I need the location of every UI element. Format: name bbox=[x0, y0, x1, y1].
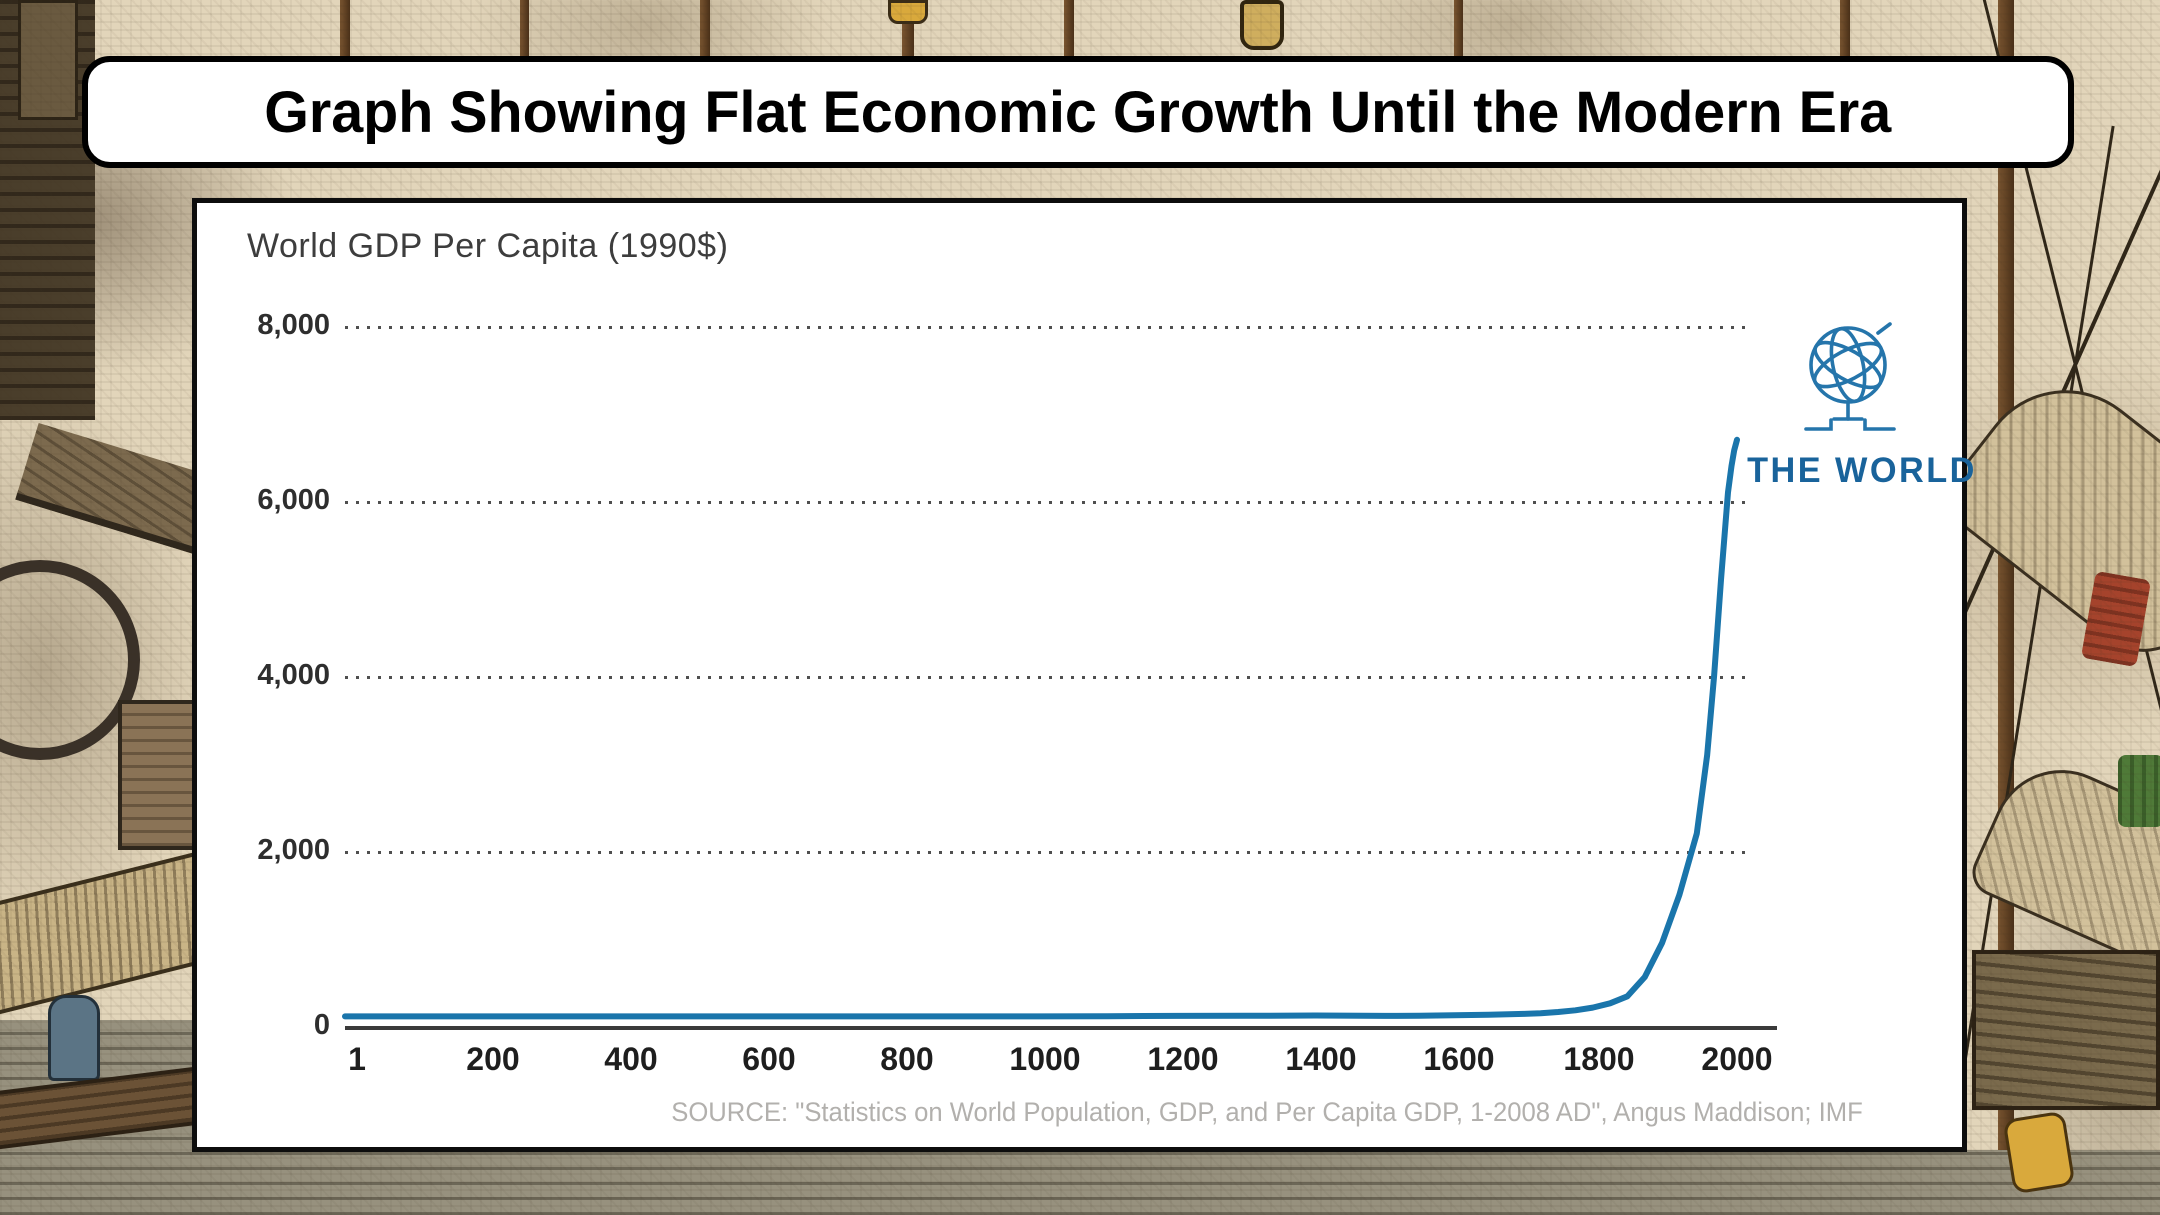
bg-yellow-figure bbox=[2002, 1110, 2076, 1195]
chart-title: World GDP Per Capita (1990$) bbox=[247, 227, 729, 265]
bg-mast bbox=[1454, 0, 1463, 56]
x-tick-label: 1000 bbox=[1009, 1041, 1081, 1077]
gdp-curve bbox=[342, 436, 1740, 1020]
x-tick-label: 200 bbox=[466, 1041, 520, 1077]
bg-crows-nest bbox=[888, 0, 928, 24]
bg-mast bbox=[1064, 0, 1074, 56]
gridline-8000 bbox=[345, 326, 1745, 329]
bg-green-patch bbox=[2118, 755, 2160, 827]
plot-area: World GDP Per Capita (1990$) 8,000 6,000… bbox=[197, 203, 1977, 1147]
x-tick-label: 600 bbox=[742, 1041, 796, 1077]
y-tick-label: 0 bbox=[313, 1008, 330, 1041]
bg-ship-hull-right bbox=[1972, 950, 2160, 1110]
y-tick-label: 4,000 bbox=[257, 658, 330, 691]
x-axis-line bbox=[345, 1026, 1777, 1030]
gridline-6000 bbox=[345, 501, 1745, 504]
title-banner: Graph Showing Flat Economic Growth Until… bbox=[82, 56, 2074, 168]
x-tick-label: 400 bbox=[604, 1041, 658, 1077]
bg-mast bbox=[1840, 0, 1850, 56]
y-tick-label: 8,000 bbox=[257, 308, 330, 341]
x-tick-label: 1200 bbox=[1147, 1041, 1219, 1077]
bg-rower-figure bbox=[48, 995, 100, 1081]
the-world-logo: THE WORLD bbox=[1745, 321, 1977, 491]
bg-water-bottom bbox=[0, 1150, 2160, 1215]
globe-on-stand-icon bbox=[1804, 322, 1896, 431]
x-tick-label: 2000 bbox=[1701, 1041, 1773, 1077]
bg-mast bbox=[520, 0, 529, 56]
bg-mast bbox=[340, 0, 350, 56]
y-tick-label: 2,000 bbox=[257, 833, 330, 866]
gridline-2000 bbox=[345, 851, 1745, 854]
x-tick-label: 800 bbox=[880, 1041, 934, 1077]
page-title: Graph Showing Flat Economic Growth Until… bbox=[264, 79, 1892, 145]
logo-label: THE WORLD bbox=[1747, 451, 1977, 490]
gridline-4000 bbox=[345, 676, 1745, 679]
gdp-curve-svg bbox=[342, 436, 1740, 1020]
x-tick-label: 1 bbox=[348, 1041, 366, 1077]
x-tick-label: 1600 bbox=[1423, 1041, 1495, 1077]
bg-tower-left-top bbox=[18, 0, 78, 120]
x-tick-label: 1800 bbox=[1563, 1041, 1635, 1077]
y-tick-label: 6,000 bbox=[257, 483, 330, 516]
source-attribution: SOURCE: "Statistics on World Population,… bbox=[671, 1097, 1863, 1127]
bg-mast-right bbox=[1998, 0, 2014, 1215]
bg-lantern bbox=[1240, 0, 1284, 50]
x-tick-label: 1400 bbox=[1285, 1041, 1357, 1077]
gdp-chart-panel: World GDP Per Capita (1990$) 8,000 6,000… bbox=[192, 198, 1977, 1152]
bg-mast bbox=[700, 0, 710, 56]
